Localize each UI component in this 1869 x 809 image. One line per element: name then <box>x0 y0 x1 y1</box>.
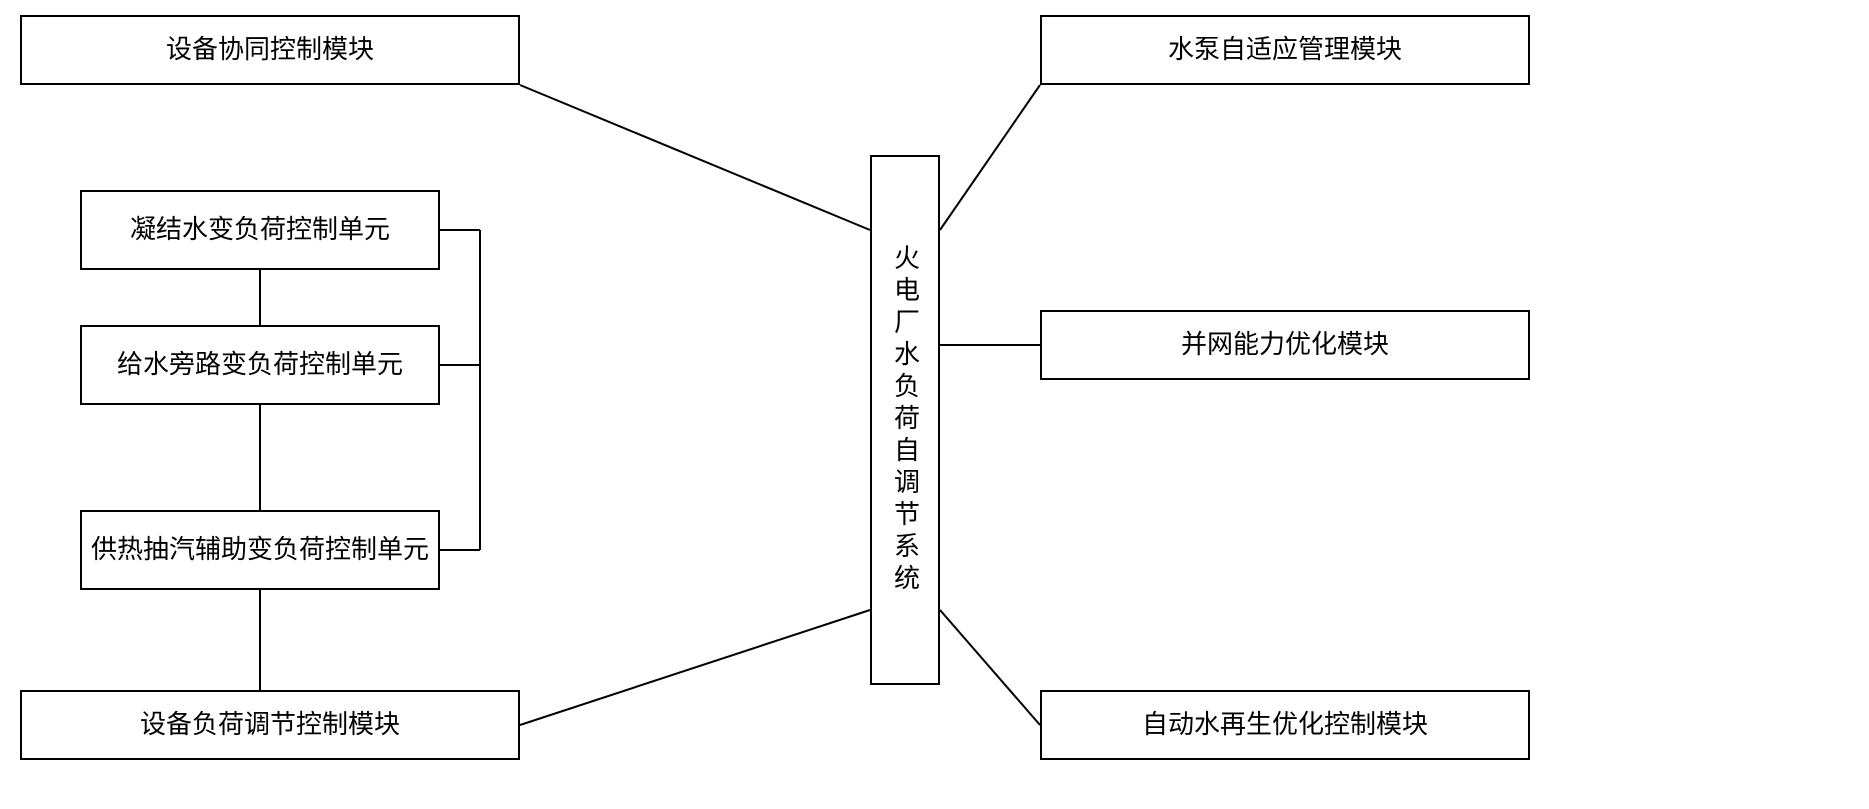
node-sub2: 给水旁路变负荷控制单元 <box>80 325 440 405</box>
node-center: 火电厂水负荷自调节系统 <box>870 155 940 685</box>
node-top-left: 设备协同控制模块 <box>20 15 520 85</box>
node-bot-left: 设备负荷调节控制模块 <box>20 690 520 760</box>
node-sub1-label: 凝结水变负荷控制单元 <box>130 214 390 245</box>
node-bot-right: 自动水再生优化控制模块 <box>1040 690 1530 760</box>
node-mid-right-label: 并网能力优化模块 <box>1181 329 1389 360</box>
node-top-right: 水泵自适应管理模块 <box>1040 15 1530 85</box>
node-sub1: 凝结水变负荷控制单元 <box>80 190 440 270</box>
node-top-left-label: 设备协同控制模块 <box>166 34 374 65</box>
node-sub3: 供热抽汽辅助变负荷控制单元 <box>80 510 440 590</box>
node-bot-right-label: 自动水再生优化控制模块 <box>1142 709 1428 740</box>
node-top-right-label: 水泵自适应管理模块 <box>1168 34 1402 65</box>
node-sub2-label: 给水旁路变负荷控制单元 <box>117 349 403 380</box>
node-sub3-label: 供热抽汽辅助变负荷控制单元 <box>91 534 429 565</box>
node-center-label: 火电厂水负荷自调节系统 <box>887 244 924 596</box>
node-mid-right: 并网能力优化模块 <box>1040 310 1530 380</box>
node-bot-left-label: 设备负荷调节控制模块 <box>140 709 400 740</box>
